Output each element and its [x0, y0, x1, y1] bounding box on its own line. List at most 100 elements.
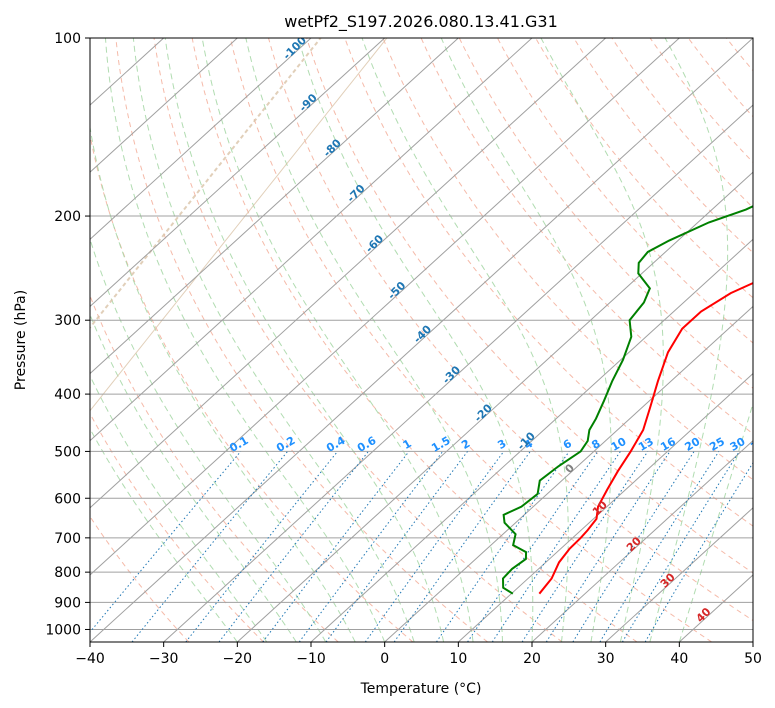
plot-area: 0.1 0.2 0.4 0.6 1 1.5 2 3 4 6 8 10 13 16 20 25 30 36-100-… — [90, 38, 775, 642]
y-tick-label: 1000 — [45, 622, 81, 638]
y-tick-label: 700 — [54, 531, 81, 547]
x-tick-label: 50 — [744, 651, 762, 667]
dry-adiabats — [90, 38, 775, 642]
mixing-ratio-label: 2 — [459, 437, 472, 452]
dry-adiabat — [306, 38, 753, 574]
moist-adiabat — [440, 38, 612, 642]
isotherm-line — [236, 171, 753, 642]
dry-adiabat — [191, 38, 638, 642]
y-tick-label: 500 — [54, 444, 81, 460]
isotherm-line — [90, 38, 533, 442]
background-curves — [90, 38, 388, 412]
moist-adiabat — [90, 427, 238, 642]
isotherm-label: -50 — [385, 279, 408, 302]
dry-adiabat — [725, 38, 753, 72]
isotherm-label: -10 — [515, 429, 538, 452]
series-line — [501, 205, 753, 595]
moist-adiabat — [361, 38, 569, 642]
dry-adiabat — [90, 515, 190, 642]
dry-adiabat — [229, 38, 712, 642]
x-tick-label: −40 — [75, 651, 105, 667]
isotherm-label: 40 — [694, 605, 714, 625]
moist-adiabats — [90, 38, 753, 642]
dry-adiabat — [90, 132, 414, 642]
moist-adiabat — [245, 38, 504, 642]
mixing-ratio-lines — [90, 451, 753, 642]
isotherm-line — [90, 38, 680, 576]
x-tick-label: −10 — [296, 651, 326, 667]
y-axis-title: Pressure (hPa) — [13, 290, 29, 390]
isotherm-line — [90, 38, 607, 509]
isotherm-line — [384, 305, 753, 642]
isotherm-label: 20 — [624, 534, 644, 554]
isotherm-label: -70 — [344, 182, 367, 205]
skewed-isotherms — [90, 38, 753, 642]
x-tick-label: 40 — [670, 651, 688, 667]
y-tick-label: 600 — [54, 491, 81, 507]
dry-adiabat — [115, 38, 488, 642]
mixing-ratio-line — [621, 451, 740, 642]
mixing-ratio-line — [90, 451, 242, 633]
mixing-ratio-line — [545, 451, 671, 642]
dry-adiabat — [535, 38, 753, 299]
chart-title: wetPf2_S197.2026.080.13.41.G31 — [284, 12, 558, 32]
isotherm-label: -60 — [363, 232, 386, 255]
moist-adiabat — [90, 313, 297, 642]
mixing-ratio-line — [436, 451, 570, 642]
mixing-ratio-line — [131, 451, 288, 642]
mixing-ratio-line — [218, 451, 369, 642]
y-tick-label: 400 — [54, 387, 81, 403]
dry-adiabat — [649, 38, 753, 163]
x-tick-label: 20 — [523, 651, 541, 667]
mixing-ratio-label: 36 — [748, 435, 768, 454]
isobar-gridlines — [90, 38, 753, 630]
mixing-ratio-line — [364, 451, 505, 642]
isotherm-label: -30 — [440, 363, 463, 386]
x-tick-label: −20 — [223, 651, 253, 667]
dry-adiabat — [687, 38, 753, 118]
isotherm-label: -20 — [472, 401, 495, 424]
isotherm-label: -90 — [297, 91, 320, 114]
mixing-ratio-label: 6 — [561, 437, 574, 452]
moist-adiabat — [201, 38, 474, 642]
y-tick-label: 100 — [54, 31, 81, 47]
isotherm-label: -80 — [321, 136, 344, 159]
moist-adiabat — [164, 38, 445, 642]
x-tick-label: 30 — [597, 651, 615, 667]
dry-adiabat — [382, 38, 753, 481]
y-axis: 100 200 300 400 500 600 700 800 900 1000 — [45, 31, 90, 638]
x-tick-label: 0 — [380, 651, 389, 667]
y-tick-label: 900 — [54, 595, 81, 611]
mixing-ratio-line — [325, 451, 468, 642]
moist-adiabat — [104, 38, 386, 642]
isotherm-label: 10 — [590, 498, 610, 518]
mixing-ratio-line — [298, 451, 444, 642]
mixing-ratio-line — [393, 451, 531, 642]
isotherm-line — [90, 38, 238, 173]
dry-adiabat — [611, 38, 753, 209]
moist-adiabat — [90, 374, 268, 642]
mixing-ratio-line — [521, 451, 649, 642]
series-line — [538, 281, 753, 595]
dry-adiabat — [153, 38, 563, 642]
x-axis-title: Temperature (°C) — [360, 681, 482, 697]
dry-adiabat — [765, 38, 775, 642]
moist-adiabat — [678, 401, 753, 642]
moist-adiabat — [90, 237, 327, 642]
y-tick-label: 300 — [54, 313, 81, 329]
isotherm-line — [90, 38, 459, 375]
isotherm-line — [310, 238, 753, 642]
isotherm-line — [90, 38, 312, 241]
moist-adiabat — [297, 38, 534, 642]
isotherm-line — [163, 104, 753, 642]
x-tick-label: 10 — [449, 651, 467, 667]
moist-adiabat — [649, 38, 729, 642]
mixing-ratio-line — [491, 451, 621, 642]
plot-frame — [89, 37, 754, 643]
mixing-ratio-label: 8 — [589, 437, 602, 452]
isotherm-line — [90, 38, 386, 308]
y-tick-label: 200 — [54, 209, 81, 225]
isotherm-line — [457, 372, 753, 642]
isotherm-line — [752, 641, 753, 642]
